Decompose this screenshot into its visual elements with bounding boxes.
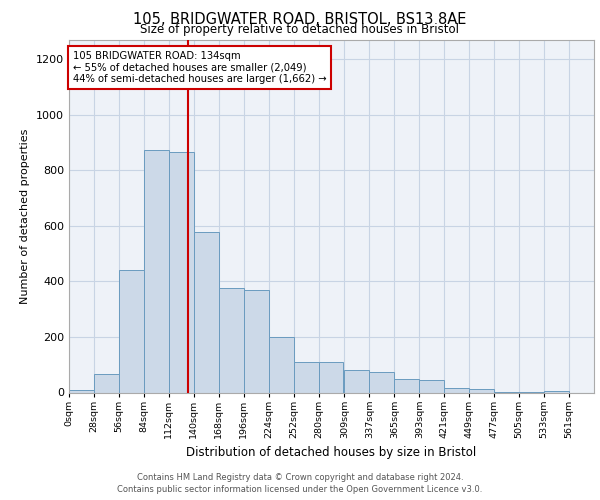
Bar [69,390,94,392]
Text: Size of property relative to detached houses in Bristol: Size of property relative to detached ho… [140,24,460,36]
Bar [469,389,494,392]
Bar [144,150,169,392]
Bar [394,378,419,392]
Bar [169,152,194,392]
Bar [419,380,444,392]
Text: Contains HM Land Registry data © Crown copyright and database right 2024.
Contai: Contains HM Land Registry data © Crown c… [118,472,482,494]
Y-axis label: Number of detached properties: Number of detached properties [20,128,31,304]
Bar [244,290,269,392]
Bar [94,374,119,392]
Bar [293,362,319,392]
Text: 105, BRIDGWATER ROAD, BRISTOL, BS13 8AE: 105, BRIDGWATER ROAD, BRISTOL, BS13 8AE [133,12,467,26]
Bar [370,372,394,392]
Text: 105 BRIDGWATER ROAD: 134sqm
← 55% of detached houses are smaller (2,049)
44% of : 105 BRIDGWATER ROAD: 134sqm ← 55% of det… [73,51,326,84]
Bar [444,388,469,392]
Bar [269,337,293,392]
Bar [344,370,370,392]
Bar [544,391,569,392]
Bar [219,288,244,393]
Bar [319,362,343,392]
Bar [119,270,144,392]
X-axis label: Distribution of detached houses by size in Bristol: Distribution of detached houses by size … [187,446,476,460]
Bar [194,232,219,392]
